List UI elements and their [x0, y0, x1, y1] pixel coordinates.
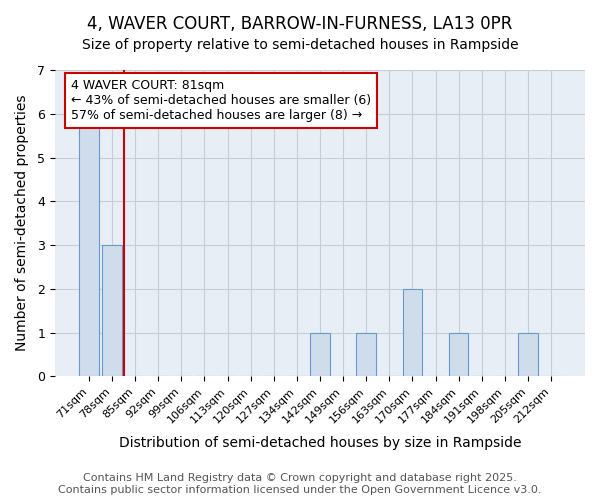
Bar — [403, 289, 422, 376]
Y-axis label: Number of semi-detached properties: Number of semi-detached properties — [15, 95, 29, 351]
Bar — [79, 114, 99, 376]
Bar — [449, 332, 469, 376]
Bar — [356, 332, 376, 376]
X-axis label: Distribution of semi-detached houses by size in Rampside: Distribution of semi-detached houses by … — [119, 436, 521, 450]
Bar — [102, 245, 122, 376]
Text: Size of property relative to semi-detached houses in Rampside: Size of property relative to semi-detach… — [82, 38, 518, 52]
Text: 4, WAVER COURT, BARROW-IN-FURNESS, LA13 0PR: 4, WAVER COURT, BARROW-IN-FURNESS, LA13 … — [88, 15, 512, 33]
Text: Contains HM Land Registry data © Crown copyright and database right 2025.
Contai: Contains HM Land Registry data © Crown c… — [58, 474, 542, 495]
Text: 4 WAVER COURT: 81sqm
← 43% of semi-detached houses are smaller (6)
57% of semi-d: 4 WAVER COURT: 81sqm ← 43% of semi-detac… — [71, 79, 371, 122]
Bar — [310, 332, 330, 376]
Bar — [518, 332, 538, 376]
